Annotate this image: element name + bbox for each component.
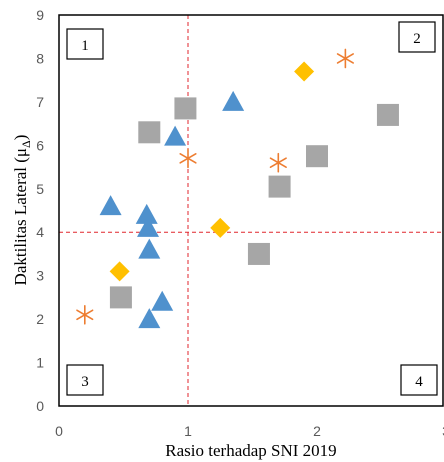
square-marker	[306, 145, 328, 168]
x-tick-label: 0	[55, 423, 63, 439]
diamond-marker	[294, 61, 315, 82]
triangle-marker	[135, 203, 158, 224]
quadrant-labels: 1 2 3 4	[66, 21, 438, 396]
triangle-marker	[222, 90, 245, 111]
quadrant-label-box: 2	[398, 21, 436, 53]
triangle-marker	[99, 195, 122, 216]
quadrant-label: 2	[413, 31, 421, 47]
x-axis-ticks: 0 1 2 3	[55, 423, 444, 439]
asterisk-marker	[336, 48, 354, 69]
triangle-marker	[151, 290, 174, 311]
y-axis-title-main: Daktilitas Lateral (μ	[11, 148, 30, 286]
y-tick-label: 1	[36, 355, 44, 371]
y-tick-label: 9	[36, 7, 44, 23]
y-axis-ticks: 0 1 2 3 4 5 6 7 8 9	[36, 7, 44, 414]
y-axis-title: Daktilitas Lateral (μΔ)	[11, 135, 33, 286]
y-tick-label: 3	[36, 268, 44, 284]
square-marker	[109, 286, 132, 309]
y-tick-label: 5	[36, 181, 44, 197]
quadrant-label-box: 3	[66, 364, 104, 396]
square-marker	[268, 175, 291, 198]
triangle-marker	[138, 308, 161, 329]
y-tick-label: 7	[36, 94, 44, 110]
x-tick-label: 1	[184, 423, 192, 439]
quadrant-label-box: 1	[66, 28, 104, 60]
data-points	[76, 48, 399, 329]
square-marker	[247, 242, 270, 265]
x-tick-label: 2	[313, 423, 321, 439]
y-tick-label: 6	[36, 137, 44, 153]
diamond-marker	[210, 217, 231, 238]
x-tick-label: 3	[442, 423, 444, 439]
square-marker	[376, 103, 399, 126]
y-axis-title-subscript: Δ	[19, 140, 33, 148]
square-marker	[174, 97, 197, 120]
plot-area-border	[58, 14, 444, 407]
asterisk-marker	[269, 152, 287, 173]
y-tick-label: 2	[36, 311, 44, 327]
quadrant-label: 3	[81, 374, 89, 390]
square-marker	[138, 121, 161, 144]
asterisk-marker	[179, 148, 197, 169]
triangle-marker	[164, 125, 187, 146]
y-axis-title-close: )	[11, 135, 30, 141]
y-tick-label: 8	[36, 50, 44, 66]
reference-lines	[59, 15, 444, 406]
triangle-marker	[137, 216, 160, 237]
quadrant-label: 1	[81, 38, 89, 54]
triangle-marker	[138, 238, 161, 259]
quadrant-label-box: 4	[400, 364, 438, 396]
diamond-marker	[109, 261, 130, 282]
x-axis-title: Rasio terhadap SNI 2019	[165, 441, 336, 460]
asterisk-marker	[76, 304, 94, 325]
y-tick-label: 0	[36, 398, 44, 414]
quadrant-label: 4	[415, 374, 423, 390]
y-tick-label: 4	[36, 224, 44, 240]
